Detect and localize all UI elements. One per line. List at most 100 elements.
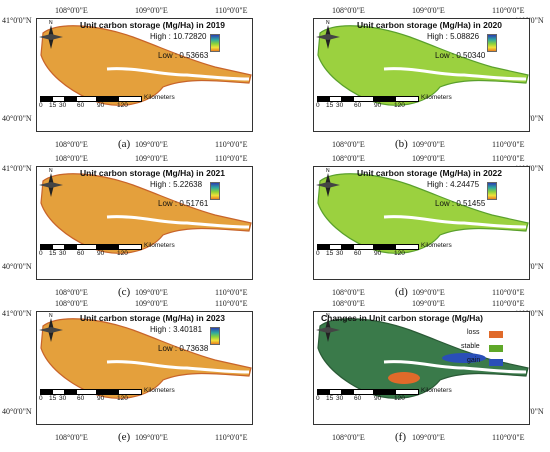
longitude-label-bottom: 109°0'0"E <box>135 140 168 149</box>
map-panel: 108°0'0"E 109°0'0"E 110°0'0"E 108°0'0"E 109°… <box>295 154 550 301</box>
color-ramp <box>487 34 497 52</box>
north-arrow-icon <box>316 25 340 49</box>
high-value: High : 10.72820 <box>150 32 207 41</box>
scale-tick-label: 60 <box>354 102 362 109</box>
region-map: N <box>39 313 252 399</box>
scale-tick-label: 15 <box>49 395 57 402</box>
scale-unit: Kilometers <box>144 387 175 394</box>
scale-tick-label: 60 <box>354 395 362 402</box>
longitude-label-top: 109°0'0"E <box>412 6 445 15</box>
color-ramp <box>210 327 220 345</box>
river-gap <box>106 67 250 81</box>
longitude-label-bottom: 110°0'0"E <box>215 288 248 297</box>
panel-title: Unit carbon storage (Mg/Ha) in 2020 <box>357 20 502 30</box>
scale-tick-label: 120 <box>117 395 128 402</box>
panel-title: Unit carbon storage (Mg/Ha) in 2022 <box>357 168 502 178</box>
longitude-label-top: 110°0'0"E <box>215 6 248 15</box>
scale-segment <box>395 244 419 250</box>
scale-unit: Kilometers <box>144 242 175 249</box>
scale-tick-label: 60 <box>77 250 85 257</box>
north-arrow-icon <box>316 318 340 342</box>
longitude-label-bottom: 108°0'0"E <box>332 433 365 442</box>
longitude-label-top: 109°0'0"E <box>412 299 445 308</box>
map-panel: 108°0'0"E 109°0'0"E 110°0'0"E 108°0'0"E 109°… <box>2 299 303 446</box>
scale-unit: Kilometers <box>421 242 452 249</box>
river-gap <box>383 67 527 81</box>
scale-bar: 0 15 30 60 90 120 Kilometers <box>316 242 467 264</box>
scale-segment <box>118 244 142 250</box>
map-frame: N <box>36 18 253 132</box>
legend-swatch <box>489 331 503 338</box>
low-value: Low : 0.50340 <box>435 51 486 60</box>
panel-caption: (f) <box>395 431 406 443</box>
scale-tick-label: 120 <box>394 102 405 109</box>
longitude-label-top: 108°0'0"E <box>332 154 365 163</box>
latitude-label-bottom: 40°0'0"N <box>2 114 32 123</box>
scale-tick-label: 30 <box>336 395 344 402</box>
longitude-label-bottom: 110°0'0"E <box>215 433 248 442</box>
map-panel: 108°0'0"E 109°0'0"E 110°0'0"E 108°0'0"E 109°… <box>295 299 550 446</box>
longitude-label-top: 109°0'0"E <box>135 299 168 308</box>
legend-label: loss <box>467 329 480 336</box>
panel-title: Unit carbon storage (Mg/Ha) in 2023 <box>80 313 225 323</box>
scale-tick-label: 15 <box>326 250 334 257</box>
longitude-label-top: 108°0'0"E <box>55 154 88 163</box>
scale-tick-label: 90 <box>374 395 382 402</box>
scale-tick-label: 120 <box>394 395 405 402</box>
scale-unit: Kilometers <box>144 94 175 101</box>
scale-segment <box>118 389 142 395</box>
scale-segment <box>395 96 419 102</box>
scale-segment <box>395 389 419 395</box>
north-arrow-icon <box>39 25 63 49</box>
longitude-label-bottom: 109°0'0"E <box>412 288 445 297</box>
scale-tick-label: 90 <box>97 395 105 402</box>
scale-tick-label: 30 <box>59 395 67 402</box>
scale-tick-label: 120 <box>394 250 405 257</box>
longitude-label-top: 110°0'0"E <box>215 154 248 163</box>
panel-title: Unit carbon storage (Mg/Ha) in 2021 <box>80 168 225 178</box>
scale-bar: 0 15 30 60 90 120 Kilometers <box>316 387 467 409</box>
panel-title: Changes in Unit carbon storage (Mg/Ha) <box>321 313 483 323</box>
scale-bar: 0 15 30 60 90 120 Kilometers <box>39 94 190 116</box>
scale-tick-label: 60 <box>77 102 85 109</box>
high-value: High : 5.08826 <box>427 32 480 41</box>
scale-tick-label: 90 <box>374 102 382 109</box>
longitude-label-bottom: 108°0'0"E <box>332 288 365 297</box>
scale-tick-label: 90 <box>97 250 105 257</box>
longitude-label-top: 108°0'0"E <box>332 6 365 15</box>
longitude-label-top: 108°0'0"E <box>332 299 365 308</box>
longitude-label-top: 110°0'0"E <box>492 154 525 163</box>
scale-tick-label: 90 <box>374 250 382 257</box>
north-label: N <box>326 20 330 26</box>
region-map: N <box>316 168 529 254</box>
north-label: N <box>49 313 53 319</box>
scale-segment <box>118 96 142 102</box>
panel-caption: (d) <box>395 286 408 298</box>
low-value: Low : 0.51761 <box>158 199 209 208</box>
map-frame: N <box>36 311 253 425</box>
scale-tick-label: 0 <box>316 395 320 402</box>
scale-tick-label: 0 <box>316 102 320 109</box>
river-gap <box>106 360 250 374</box>
region-map: N <box>316 313 529 399</box>
longitude-label-top: 110°0'0"E <box>215 299 248 308</box>
map-panel: 108°0'0"E 109°0'0"E 110°0'0"E 108°0'0"E 109°… <box>2 154 303 301</box>
high-value: High : 3.40181 <box>150 325 203 334</box>
longitude-label-bottom: 108°0'0"E <box>55 288 88 297</box>
longitude-label-bottom: 109°0'0"E <box>412 433 445 442</box>
panel-title: Unit carbon storage (Mg/Ha) in 2019 <box>80 20 225 30</box>
map-panel: 108°0'0"E 109°0'0"E 110°0'0"E 108°0'0"E 109°… <box>295 6 550 153</box>
longitude-label-bottom: 110°0'0"E <box>492 140 525 149</box>
north-arrow-icon <box>316 173 340 197</box>
low-value: Low : 0.51455 <box>435 199 486 208</box>
loss-patch <box>388 372 420 384</box>
longitude-label-bottom: 110°0'0"E <box>492 433 525 442</box>
scale-tick-label: 60 <box>77 395 85 402</box>
high-value: High : 4.24475 <box>427 180 480 189</box>
scale-tick-label: 30 <box>336 102 344 109</box>
north-label: N <box>326 313 330 319</box>
scale-tick-label: 90 <box>97 102 105 109</box>
longitude-label-top: 109°0'0"E <box>135 6 168 15</box>
panel-caption: (e) <box>118 431 131 443</box>
color-ramp <box>487 182 497 200</box>
